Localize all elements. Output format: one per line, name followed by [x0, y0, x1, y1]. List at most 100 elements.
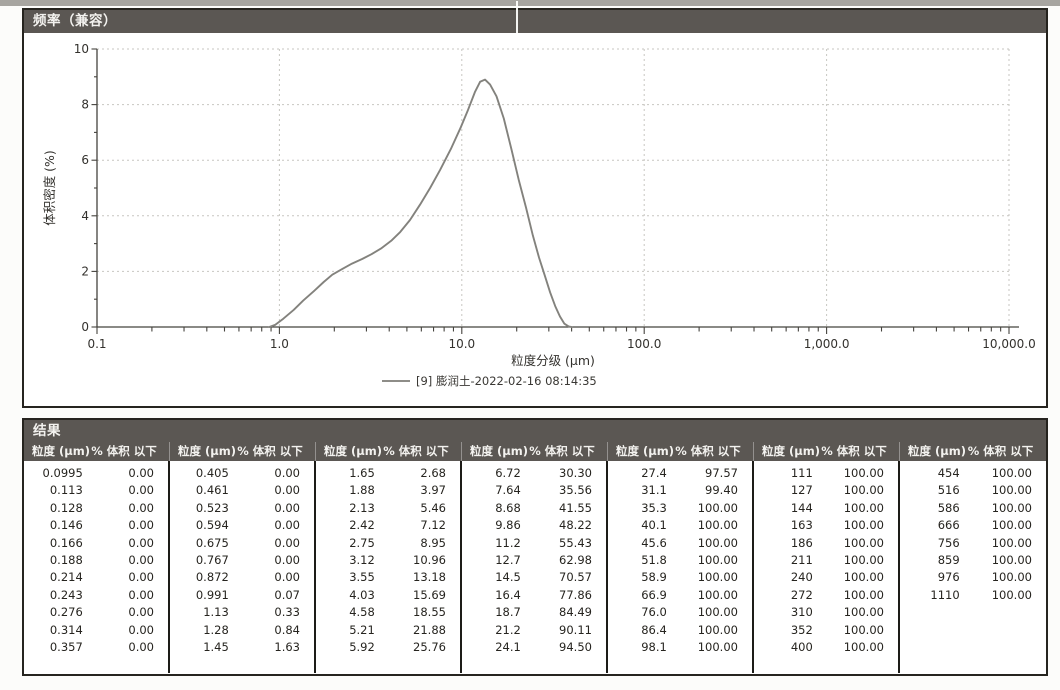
table-row: 666 100.00 [900, 517, 1046, 534]
table-row: 186 100.00 [754, 535, 898, 552]
pct-below-value: 0.00 [274, 570, 300, 585]
table-row: 144 100.00 [754, 500, 898, 517]
x-tick-label: 10,000.0 [982, 337, 1035, 351]
col-header-size: 粒度 (µm) [324, 444, 382, 458]
size-value: 144 [790, 500, 813, 515]
pct-below-value: 0.00 [128, 587, 154, 602]
pct-below-value: 25.76 [413, 639, 446, 654]
pct-below-value: 100.00 [843, 552, 884, 567]
table-row: 1.28 0.84 [170, 622, 314, 639]
size-value: 272 [790, 587, 813, 602]
col-header-pct-below: % 体积 以下 [383, 444, 449, 458]
table-row: 0.314 0.00 [24, 622, 168, 639]
size-value: 1.65 [349, 466, 375, 480]
pct-below-value: 100.00 [843, 483, 884, 498]
frequency-chart-panel: 频率（兼容） 0 2 4 6 8 10 0.1 1.0 10.0 100.0 1,000.0 10,0… [22, 1, 1048, 408]
size-value: 1110 [930, 587, 960, 602]
table-column-group: 6.72 30.30 7.64 35.56 8.68 41.55 9.86 48.22 11.2… [462, 461, 608, 673]
table-row: 24.1 94.50 [462, 639, 606, 656]
scan-artifact-scratch [516, 1, 518, 33]
pct-below-value: 100.00 [697, 570, 738, 585]
size-value: 0.166 [49, 535, 83, 550]
table-row: 1.13 0.33 [170, 604, 314, 621]
col-header-pct-below: % 体积 以下 [821, 444, 887, 458]
y-tick-label: 10 [74, 42, 89, 56]
size-value: 18.7 [495, 605, 521, 620]
pct-below-value: 0.33 [274, 605, 300, 620]
size-value: 8.68 [495, 500, 521, 515]
table-row: 127 100.00 [754, 482, 898, 499]
size-value: 0.214 [49, 570, 83, 585]
size-value: 4.03 [349, 587, 375, 602]
column-group-header: 粒度 (µm)% 体积 以下 [754, 442, 900, 461]
pct-below-value: 100.00 [991, 552, 1032, 567]
table-row: 86.4 100.00 [608, 622, 752, 639]
y-tick-label: 8 [81, 98, 89, 112]
pct-below-value: 30.30 [559, 466, 592, 480]
pct-below-value: 100.00 [991, 587, 1032, 602]
table-row: 400 100.00 [754, 639, 898, 656]
size-value: 310 [790, 605, 813, 620]
table-row: 27.4 97.57 [608, 465, 752, 482]
pct-below-value: 100.00 [991, 466, 1032, 480]
pct-below-value: 100.00 [697, 552, 738, 567]
pct-below-value: 0.00 [128, 639, 154, 654]
table-row: 454 100.00 [900, 465, 1046, 482]
size-value: 111 [790, 466, 813, 480]
table-column-group: 454 100.00 516 100.00 586 100.00 666 100.00 756 1… [900, 461, 1046, 673]
size-value: 0.188 [49, 552, 83, 567]
table-column-group: 111 100.00 127 100.00 144 100.00 163 100.00 186 1… [754, 461, 900, 673]
table-row: 3.12 10.96 [316, 552, 460, 569]
table-row: 11.2 55.43 [462, 535, 606, 552]
table-row: 0.276 0.00 [24, 604, 168, 621]
size-value: 51.8 [641, 552, 667, 567]
pct-below-value: 2.68 [420, 466, 446, 480]
table-row: 586 100.00 [900, 500, 1046, 517]
table-row: 310 100.00 [754, 604, 898, 621]
frequency-distribution-chart: 0 2 4 6 8 10 0.1 1.0 10.0 100.0 1,000.0 10,000.0 粒度分… [42, 42, 1036, 388]
pct-below-value: 18.55 [413, 605, 446, 620]
pct-below-value: 0.00 [128, 500, 154, 515]
table-row: 163 100.00 [754, 517, 898, 534]
table-row: 2.75 8.95 [316, 535, 460, 552]
table-row: 2.13 5.46 [316, 500, 460, 517]
table-row: 0.594 0.00 [170, 517, 314, 534]
table-row: 976 100.00 [900, 569, 1046, 586]
table-row: 8.68 41.55 [462, 500, 606, 517]
pct-below-value: 8.95 [420, 535, 446, 550]
chart-panel-header: 频率（兼容） [24, 1, 1046, 33]
size-value: 16.4 [495, 587, 521, 602]
column-group-header: 粒度 (µm)% 体积 以下 [900, 442, 1046, 461]
table-row: 5.21 21.88 [316, 622, 460, 639]
table-row: 58.9 100.00 [608, 569, 752, 586]
col-header-pct-below: % 体积 以下 [675, 444, 741, 458]
size-value: 0.405 [195, 466, 229, 480]
pct-below-value: 100.00 [697, 605, 738, 620]
pct-below-value: 21.88 [413, 622, 446, 637]
size-value: 66.9 [641, 587, 667, 602]
pct-below-value: 3.97 [420, 483, 446, 498]
pct-below-value: 100.00 [697, 639, 738, 654]
pct-below-value: 100.00 [843, 587, 884, 602]
size-value: 516 [937, 483, 960, 498]
pct-below-value: 100.00 [843, 605, 884, 620]
table-row: 272 100.00 [754, 587, 898, 604]
size-value: 6.72 [495, 466, 521, 480]
pct-below-value: 0.00 [274, 500, 300, 515]
table-row: 0.113 0.00 [24, 482, 168, 499]
pct-below-value: 41.55 [559, 500, 592, 515]
size-value: 45.6 [641, 535, 667, 550]
pct-below-value: 0.00 [274, 518, 300, 533]
pct-below-value: 100.00 [991, 535, 1032, 550]
column-group-header: 粒度 (µm)% 体积 以下 [170, 442, 316, 461]
results-panel-header: 结果 [24, 420, 1046, 442]
table-column-group: 0.405 0.00 0.461 0.00 0.523 0.00 0.594 0.00 0.67… [170, 461, 316, 673]
scan-artifact-strip [0, 0, 1060, 6]
size-value: 86.4 [641, 622, 667, 637]
size-value: 2.42 [349, 518, 375, 533]
size-value: 0.357 [49, 639, 83, 654]
size-value: 0.113 [49, 483, 83, 498]
table-row: 0.461 0.00 [170, 482, 314, 499]
y-tick-label: 2 [81, 264, 89, 278]
size-value: 0.991 [195, 587, 229, 602]
